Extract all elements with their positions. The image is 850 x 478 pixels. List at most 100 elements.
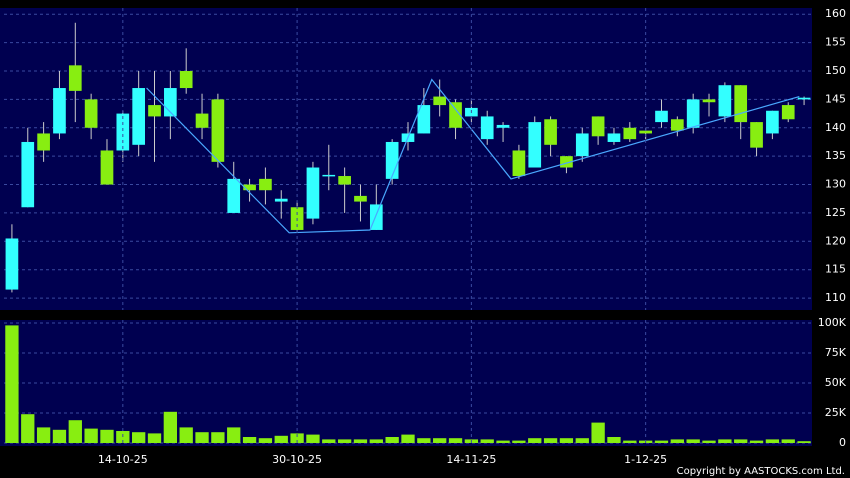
y-tick-label: 0 <box>839 436 846 449</box>
y-tick-label: 110 <box>825 291 846 304</box>
candle-body <box>211 99 225 162</box>
candle-body <box>68 65 82 91</box>
volume-bar <box>5 325 19 443</box>
candle-body <box>655 110 668 123</box>
candle-body <box>702 99 716 103</box>
candle-body <box>528 122 542 168</box>
volume-bar <box>52 429 67 443</box>
volume-bar <box>21 414 35 443</box>
candle-body <box>623 127 637 140</box>
volume-bar <box>765 439 780 443</box>
y-tick-label: 125 <box>825 206 846 219</box>
candle-body <box>560 156 573 168</box>
volume-bar <box>211 432 225 443</box>
y-tick-label: 150 <box>825 64 846 77</box>
candle-body <box>607 133 621 142</box>
x-tick-label: 30-10-25 <box>272 453 322 466</box>
candle-body <box>639 130 652 134</box>
candle-body <box>575 133 589 157</box>
volume-bar <box>480 439 494 443</box>
volume-bar <box>591 422 605 443</box>
volume-bar <box>512 440 526 443</box>
candle-body <box>306 167 320 219</box>
candle-body <box>227 178 241 213</box>
volume-bar <box>322 439 336 443</box>
volume-bar <box>163 411 178 443</box>
volume-bar <box>337 439 352 443</box>
volume-bar <box>734 439 748 443</box>
candle-body <box>385 141 399 179</box>
volume-bar <box>258 438 273 443</box>
volume-bar <box>718 439 732 443</box>
volume-bar <box>290 433 304 443</box>
volume-bar <box>623 440 637 443</box>
candle-body <box>718 85 732 117</box>
candle-body <box>686 99 700 128</box>
volume-bar <box>575 438 589 443</box>
volume-bar <box>496 440 510 443</box>
candle-body <box>766 110 779 134</box>
candle-body <box>116 113 130 151</box>
volume-bar <box>132 432 146 443</box>
volume-bar <box>68 420 82 443</box>
volume-bar <box>607 437 621 443</box>
candle-body <box>179 71 193 89</box>
volume-bar <box>100 429 114 443</box>
volume-bar <box>227 427 241 443</box>
candle-body <box>496 124 510 128</box>
y-tick-label: 140 <box>825 121 846 134</box>
volume-bar <box>353 439 368 443</box>
y-tick-label: 50K <box>825 376 847 389</box>
volume-bar <box>274 435 288 443</box>
price-panel <box>0 8 812 310</box>
y-tick-label: 25K <box>825 406 847 419</box>
y-tick-label: 100K <box>818 316 847 329</box>
volume-bar <box>417 438 431 443</box>
volume-bar <box>306 434 320 443</box>
candle-body <box>195 113 209 128</box>
candle-body <box>354 195 367 202</box>
volume-bar <box>448 438 463 443</box>
candle-body <box>37 133 50 151</box>
volume-bar <box>401 434 415 443</box>
y-tick-label: 130 <box>825 178 846 191</box>
candle-body <box>148 105 161 117</box>
zigzag-line <box>146 78 800 234</box>
y-tick-label: 145 <box>825 92 846 105</box>
volume-bar <box>654 440 669 443</box>
volume-bar <box>559 438 574 443</box>
candle-body <box>274 198 288 202</box>
volume-bar <box>147 433 162 443</box>
volume-bar <box>179 427 193 443</box>
candle-body <box>84 99 98 128</box>
x-tick-label: 1-12-25 <box>624 453 667 466</box>
y-tick-label: 120 <box>825 234 846 247</box>
volume-bar <box>686 439 700 443</box>
copyright: Copyright by AASTOCKS.com Ltd. <box>677 466 845 477</box>
volume-bar <box>36 427 51 443</box>
candle-body <box>512 150 526 177</box>
candle-body <box>480 116 494 140</box>
volume-bar <box>385 437 399 443</box>
candle-body <box>243 184 256 191</box>
candle-body <box>53 88 66 134</box>
candle-body <box>5 238 19 290</box>
y-tick-label: 75K <box>825 346 847 359</box>
x-tick-label: 14-11-25 <box>446 453 496 466</box>
y-tick-label: 155 <box>825 36 846 49</box>
candle-body <box>544 119 557 145</box>
candle-body <box>797 97 811 100</box>
volume-bar <box>749 440 764 443</box>
candle-body <box>591 116 605 137</box>
candle-body <box>433 96 447 106</box>
volume-bar <box>702 440 716 443</box>
candle-body <box>449 102 462 128</box>
volume-bar <box>433 438 447 443</box>
x-tick-label: 14-10-25 <box>98 453 148 466</box>
candle-body <box>21 141 35 208</box>
volume-bar <box>543 438 558 443</box>
candle-body <box>750 122 763 148</box>
volume-bar <box>369 439 383 443</box>
volume-bar <box>797 441 811 443</box>
